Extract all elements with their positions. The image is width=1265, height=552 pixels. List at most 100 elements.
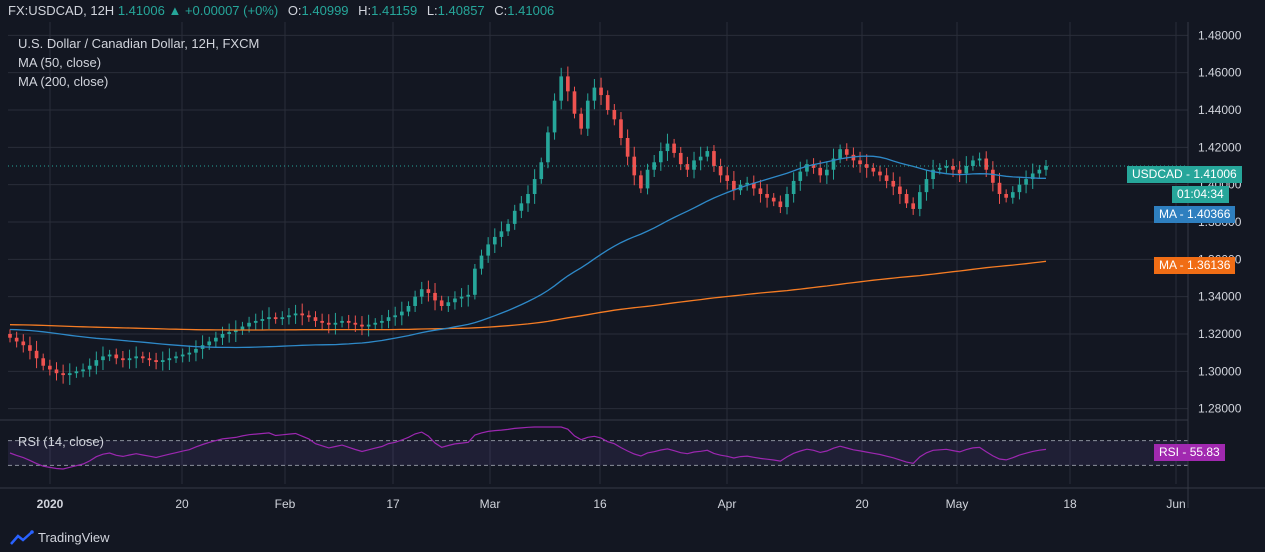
candle-body: [366, 324, 371, 327]
candle-body: [778, 201, 783, 208]
candle-body: [326, 322, 331, 325]
candle-body: [187, 352, 192, 355]
candle-body: [1037, 169, 1042, 174]
candle-body: [459, 296, 464, 299]
up-arrow-icon: ▲: [168, 3, 182, 18]
chart-title: U.S. Dollar / Canadian Dollar, 12H, FXCM: [18, 36, 260, 51]
rsi-tag-value: 55.83: [1189, 445, 1220, 459]
candle-body: [771, 197, 776, 202]
ma200-legend[interactable]: MA (200, close): [18, 74, 109, 89]
candle-body: [678, 152, 683, 165]
candle-body: [825, 169, 829, 176]
candle-body: [898, 186, 902, 194]
candle-body: [971, 160, 975, 166]
tradingview-logo-icon[interactable]: [10, 530, 34, 546]
chart-canvas[interactable]: 1.480001.460001.440001.420001.400001.380…: [0, 22, 1265, 524]
candle-body: [791, 180, 796, 194]
candle-body: [765, 194, 769, 198]
candle-body: [566, 76, 570, 92]
candle-body: [831, 158, 836, 170]
x-tick-label: May: [946, 497, 969, 511]
candle-body: [539, 162, 544, 180]
candle-body: [214, 337, 218, 342]
candle-body: [1030, 173, 1035, 180]
candle-body: [1017, 184, 1022, 193]
candle-body: [851, 154, 856, 161]
candle-body: [672, 143, 676, 153]
candle-body: [353, 322, 358, 325]
x-tick-label: 16: [593, 497, 607, 511]
candle-body: [380, 320, 384, 323]
candle-body: [977, 158, 982, 161]
candle-body: [858, 160, 862, 165]
candle-body: [94, 360, 99, 366]
candle-body: [67, 373, 72, 376]
candle-body: [154, 360, 158, 362]
candle-body: [446, 302, 451, 306]
axes[interactable]: 1.480001.460001.440001.420001.400001.380…: [0, 22, 1265, 511]
candle-body: [280, 317, 285, 320]
candle-body: [751, 182, 756, 189]
price-tag-value: 1.41006: [1193, 167, 1237, 181]
ma200-line: [9, 260, 1047, 331]
candle-body: [692, 160, 696, 170]
candle-body: [546, 132, 550, 163]
open-label: O:: [287, 3, 302, 18]
ma200-tag-label: MA: [1159, 258, 1177, 272]
candle-body: [453, 298, 457, 303]
candle-body: [984, 158, 989, 170]
y-tick-label: 1.46000: [1198, 66, 1242, 80]
low-value: 1.40857: [437, 3, 485, 18]
x-tick-label: Jun: [1166, 497, 1185, 511]
candle-body: [233, 330, 238, 333]
rsi-pane[interactable]: [8, 426, 1188, 470]
candle-body: [665, 143, 670, 152]
candle-body: [240, 326, 245, 331]
candle-body: [227, 332, 231, 334]
rsi-legend[interactable]: RSI (14, close): [18, 434, 104, 449]
x-tick-label: 18: [1063, 497, 1077, 511]
candle-body: [871, 167, 876, 172]
candle-body: [253, 320, 258, 323]
close-label: C:: [494, 3, 508, 18]
candle-body: [267, 317, 271, 320]
candle-body: [532, 179, 537, 194]
candle-body: [406, 306, 411, 312]
candle-body: [41, 358, 46, 366]
candle-body: [307, 315, 311, 318]
candle-body: [864, 164, 869, 168]
candle-body: [114, 354, 119, 359]
candle-body: [134, 356, 139, 359]
ma50-tag-label: MA: [1159, 207, 1177, 221]
candle-body: [8, 334, 12, 338]
candle-body: [167, 358, 172, 361]
candle-body: [911, 203, 916, 209]
price-pane[interactable]: [8, 66, 1188, 385]
candle-body: [413, 296, 417, 306]
symbol-name[interactable]: FX:USDCAD, 12H: [8, 3, 115, 18]
y-tick-label: 1.44000: [1198, 103, 1242, 117]
ma50-legend[interactable]: MA (50, close): [18, 55, 102, 70]
grid-lines: [8, 22, 1188, 484]
candle-body: [293, 313, 298, 316]
ma200-tag: MA - 1.36136: [1154, 257, 1236, 274]
candle-body: [466, 294, 471, 297]
candle-body: [652, 162, 657, 170]
candle-body: [904, 194, 909, 204]
candle-body: [619, 119, 623, 138]
ma200-tag-value: 1.36136: [1187, 258, 1231, 272]
candle-body: [579, 113, 583, 129]
tradingview-brand[interactable]: TradingView: [38, 530, 110, 545]
candle-body: [572, 91, 577, 114]
candle-body: [194, 348, 198, 353]
candle-body: [101, 356, 105, 361]
candle-body: [625, 138, 630, 157]
candle-body: [632, 156, 637, 176]
candle-body: [439, 300, 444, 306]
candle-body: [81, 369, 85, 372]
y-tick-label: 1.28000: [1198, 402, 1242, 416]
candle-body: [951, 166, 955, 170]
candle-body: [273, 317, 278, 320]
candle-body: [300, 313, 305, 316]
candle-body: [1024, 179, 1028, 185]
